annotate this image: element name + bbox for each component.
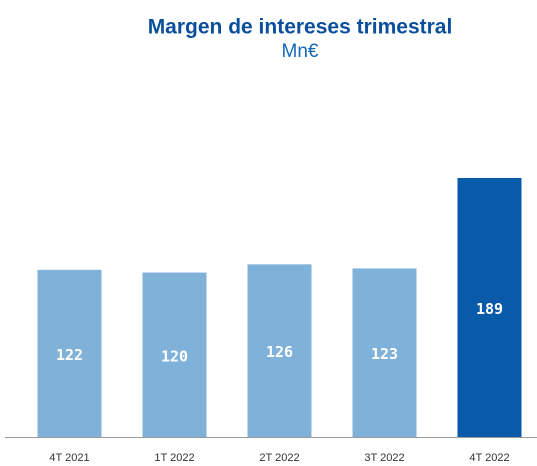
- value-label: 189: [476, 300, 503, 318]
- bar: [352, 268, 417, 437]
- x-tick-label: 3T 2022: [364, 452, 404, 464]
- value-label: 122: [56, 346, 83, 364]
- bar: [247, 264, 312, 437]
- bar: [457, 178, 522, 437]
- value-label: 126: [266, 343, 293, 361]
- value-label: 123: [371, 345, 398, 363]
- value-label: 120: [161, 347, 188, 365]
- x-tick-label: 2T 2022: [259, 452, 299, 464]
- x-tick-label: 4T 2022: [469, 452, 509, 464]
- chart-title: Margen de intereses trimestral: [148, 16, 453, 39]
- x-tick-label: 1T 2022: [154, 452, 194, 464]
- bar: [142, 272, 207, 437]
- bar: [37, 269, 102, 437]
- x-tick-label: 4T 2021: [49, 452, 89, 464]
- chart-subtitle: Mn€: [282, 41, 319, 62]
